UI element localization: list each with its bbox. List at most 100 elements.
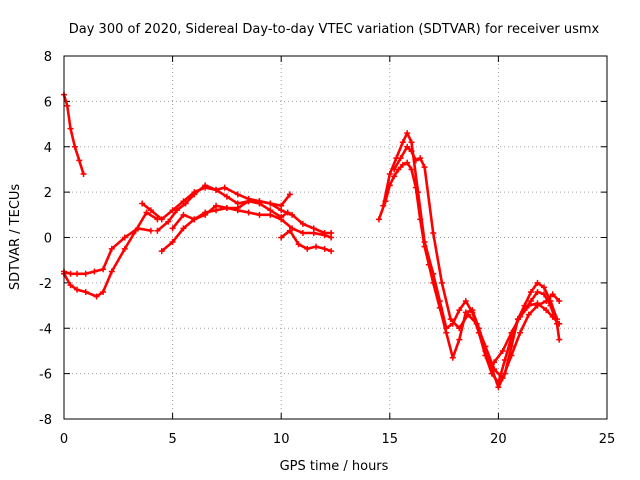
data-point: [169, 225, 176, 232]
data-point: [375, 216, 382, 223]
data-point: [321, 245, 328, 252]
data-point: [165, 218, 172, 225]
data-point: [501, 357, 508, 364]
data-point: [147, 207, 154, 214]
series-segment-1: [61, 91, 87, 177]
grid: [64, 56, 607, 419]
data-point: [76, 157, 83, 164]
data-point: [202, 182, 209, 189]
data-point: [534, 288, 541, 295]
data-point: [108, 245, 115, 252]
data-point: [482, 343, 489, 350]
data-point: [534, 300, 541, 307]
series-line: [377, 161, 559, 389]
data-point: [543, 307, 550, 314]
data-point: [464, 311, 471, 318]
data-point: [91, 268, 98, 275]
data-point: [180, 211, 187, 218]
data-point: [547, 302, 554, 309]
data-point: [71, 143, 78, 150]
data-point: [223, 205, 230, 212]
data-point: [74, 270, 81, 277]
series-segment-5: [154, 182, 293, 234]
data-point: [421, 164, 428, 171]
chart-title: Day 300 of 2020, Sidereal Day-to-day VTE…: [69, 22, 600, 37]
data-point: [121, 245, 128, 252]
data-point: [408, 148, 415, 155]
data-point: [408, 166, 415, 173]
data-point: [508, 329, 515, 336]
series-segment-2: [61, 225, 154, 277]
data-point: [67, 282, 74, 289]
data-point: [245, 198, 252, 205]
y-tick-label: 2: [44, 186, 52, 201]
data-point: [549, 313, 556, 320]
data-point: [100, 266, 107, 273]
plot-frame: [63, 55, 608, 420]
data-point: [139, 200, 146, 207]
y-tick-label: 8: [44, 50, 52, 65]
series-line: [492, 301, 561, 364]
data-point: [391, 166, 398, 173]
data-point: [543, 298, 550, 305]
data-point: [456, 336, 463, 343]
data-point: [304, 245, 311, 252]
data-point: [143, 209, 150, 216]
data-point: [482, 352, 489, 359]
data-point: [517, 313, 524, 320]
y-tick-label: -2: [39, 277, 52, 292]
data-point: [456, 307, 463, 314]
y-tick-label: -6: [39, 368, 52, 383]
series-line: [62, 227, 153, 276]
data-point: [527, 298, 534, 305]
data-point: [508, 352, 515, 359]
data-point: [191, 216, 198, 223]
data-point: [286, 191, 293, 198]
y-tick-label: -4: [39, 322, 52, 337]
data-point: [430, 229, 437, 236]
y-tick-label: 0: [44, 232, 52, 247]
data-point: [67, 125, 74, 132]
data-point: [191, 191, 198, 198]
series-segment-8: [278, 227, 335, 255]
data-point: [154, 227, 161, 234]
y-tick-label: -8: [39, 413, 52, 428]
data-point: [299, 220, 306, 227]
data-point: [132, 227, 139, 234]
data-point: [386, 170, 393, 177]
data-point: [93, 293, 100, 300]
data-point: [100, 288, 107, 295]
data-point: [278, 202, 285, 209]
y-tick-label: 4: [44, 141, 52, 156]
series-line: [381, 131, 561, 385]
x-axis-label: GPS time / hours: [280, 459, 389, 474]
data-point: [438, 279, 445, 286]
x-tick-label: 0: [60, 432, 68, 447]
data-point: [82, 270, 89, 277]
data-point: [284, 209, 291, 216]
data-point: [328, 234, 335, 241]
data-point: [412, 157, 419, 164]
data-point: [182, 200, 189, 207]
data-point: [399, 139, 406, 146]
data-point: [491, 359, 498, 366]
data-point: [299, 229, 306, 236]
data-point: [213, 202, 220, 209]
data-point: [256, 211, 263, 218]
data-series: [61, 91, 563, 391]
data-point: [286, 227, 293, 234]
data-point: [495, 379, 502, 386]
series-line: [160, 206, 333, 253]
data-point: [473, 320, 480, 327]
x-tick-label: 25: [599, 432, 616, 447]
series-segment-7: [169, 198, 291, 232]
data-point: [267, 200, 274, 207]
data-point: [295, 241, 302, 248]
data-point: [443, 325, 450, 332]
data-point: [321, 232, 328, 239]
data-point: [310, 229, 317, 236]
data-point: [256, 200, 263, 207]
data-point: [449, 354, 456, 361]
data-point: [549, 291, 556, 298]
series-line: [392, 145, 561, 380]
